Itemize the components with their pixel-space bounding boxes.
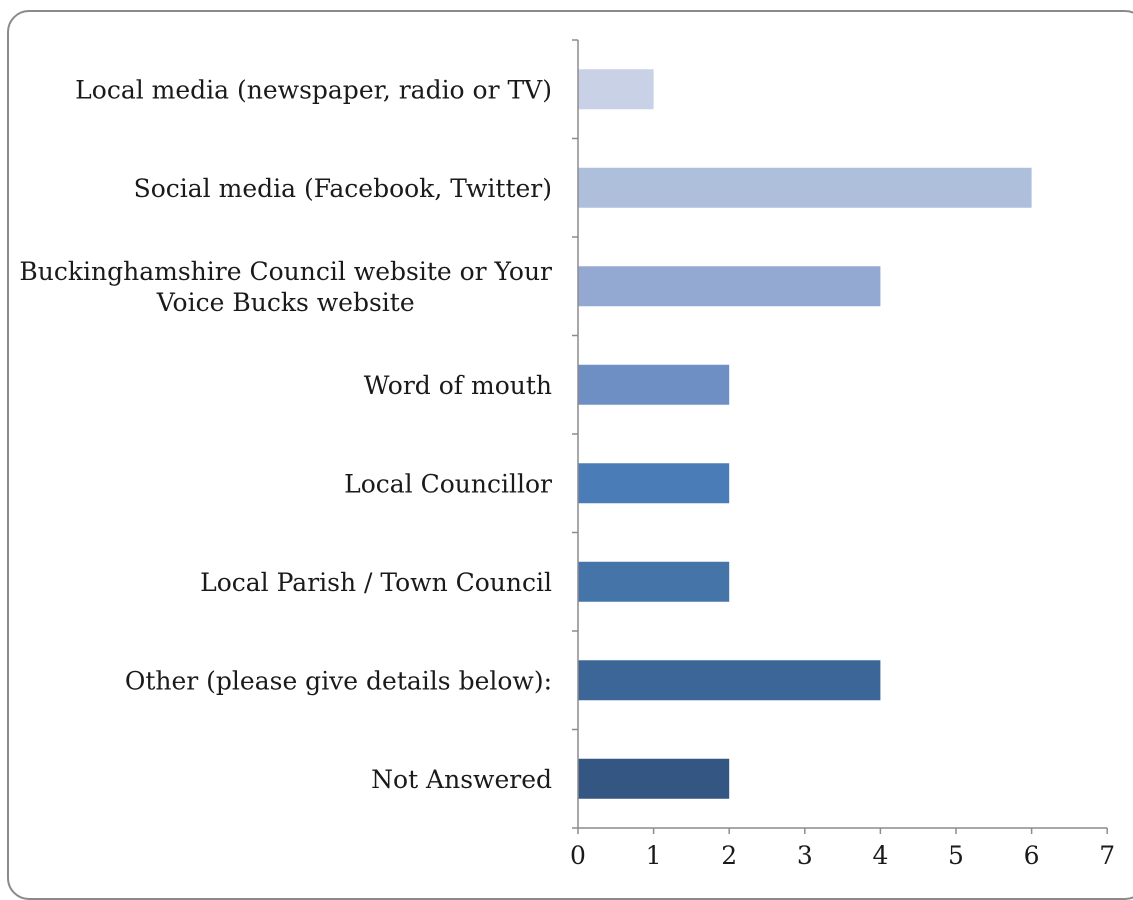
x-tick-label: 7	[1099, 841, 1115, 870]
x-tick-label: 4	[872, 841, 888, 870]
category-label: Social media (Facebook, Twitter)	[134, 174, 552, 203]
category-label: Local Parish / Town Council	[200, 568, 552, 597]
bar	[578, 660, 881, 701]
bar	[578, 167, 1032, 208]
bar	[578, 266, 881, 307]
x-tick-label: 1	[646, 841, 662, 870]
category-label: Local Councillor	[344, 469, 552, 498]
category-label: Local media (newspaper, radio or TV)	[75, 75, 552, 104]
x-tick-label: 0	[570, 841, 586, 870]
x-tick-label: 3	[797, 841, 813, 870]
category-label: Buckinghamshire Council website or Your V…	[19, 257, 552, 317]
x-tick-label: 5	[948, 841, 964, 870]
bar	[578, 758, 730, 799]
category-label: Other (please give details below):	[125, 666, 552, 695]
category-label: Word of mouth	[364, 371, 552, 400]
bar	[578, 69, 654, 110]
bar	[578, 364, 730, 405]
bar	[578, 463, 730, 504]
x-tick-label: 2	[721, 841, 737, 870]
bar	[578, 561, 730, 602]
category-label: Not Answered	[371, 765, 552, 794]
chart-frame	[7, 10, 1133, 900]
x-tick-label: 6	[1024, 841, 1040, 870]
